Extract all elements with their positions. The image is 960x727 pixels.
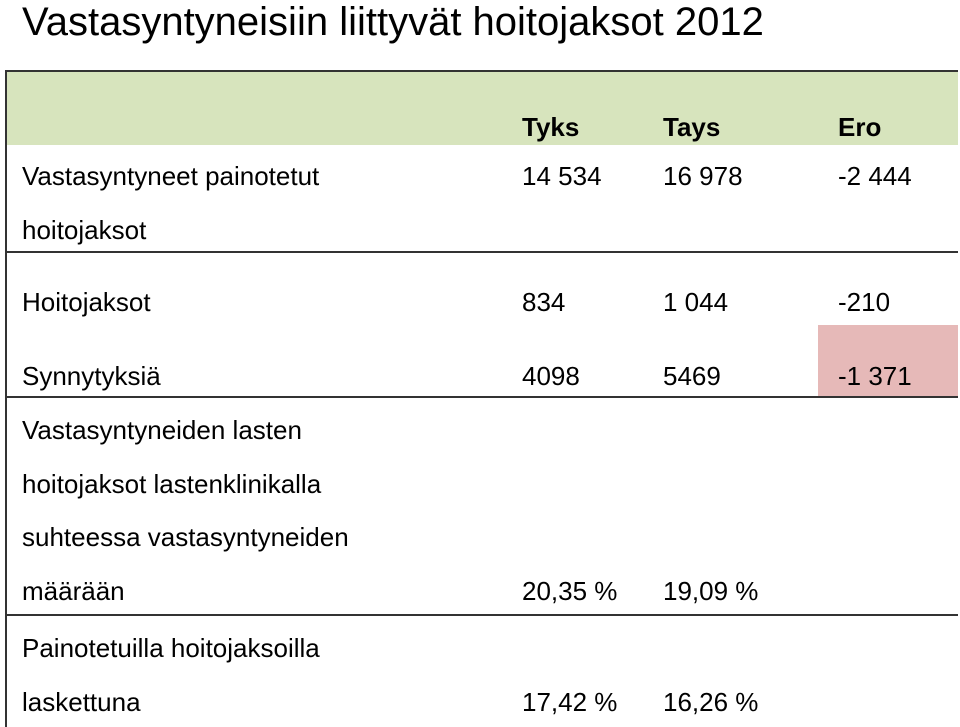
cell-value: -2 444 xyxy=(838,161,912,191)
cell-value: 1 044 xyxy=(663,287,729,317)
header-band xyxy=(5,70,958,145)
row-label: suhteessa vastasyntyneiden xyxy=(22,522,349,552)
row-border xyxy=(5,614,958,616)
cell-value: 5469 xyxy=(663,361,721,391)
row-label: laskettuna xyxy=(22,686,141,717)
table-left-border xyxy=(5,70,7,727)
cell-value: 4098 xyxy=(522,361,580,391)
row-label: Vastasyntyneiden lasten xyxy=(22,415,302,445)
cell-value: 20,35 % xyxy=(522,575,618,606)
cell-value: -1 371 xyxy=(838,361,912,391)
cell-value: 19,09 % xyxy=(663,575,759,606)
cell-value: -210 xyxy=(838,287,891,317)
column-header: Ero xyxy=(838,112,882,142)
cell-value: 17,42 % xyxy=(522,686,618,717)
highlight-cell xyxy=(818,325,958,397)
row-border xyxy=(5,251,958,253)
row-label: hoitojaksot lastenklinikalla xyxy=(22,468,322,499)
row-label: hoitojaksot xyxy=(22,214,147,245)
column-header: Tyks xyxy=(522,112,580,142)
column-header: Tays xyxy=(663,112,721,142)
cell-value: 14 534 xyxy=(522,161,602,191)
row-border xyxy=(5,396,958,398)
row-label: Vastasyntyneet painotetut xyxy=(22,161,320,191)
cell-value: 16 978 xyxy=(663,161,743,191)
slide-title: Vastasyntyneisiin liittyvät hoitojaksot … xyxy=(22,0,764,44)
cell-value: 16,26 % xyxy=(663,686,759,717)
row-label: Hoitojaksot xyxy=(22,287,151,317)
row-label: Painotetuilla hoitojaksoilla xyxy=(22,633,320,663)
row-label: Synnytyksiä xyxy=(22,361,161,391)
cell-value: 834 xyxy=(522,287,566,317)
row-label: määrään xyxy=(22,575,125,606)
